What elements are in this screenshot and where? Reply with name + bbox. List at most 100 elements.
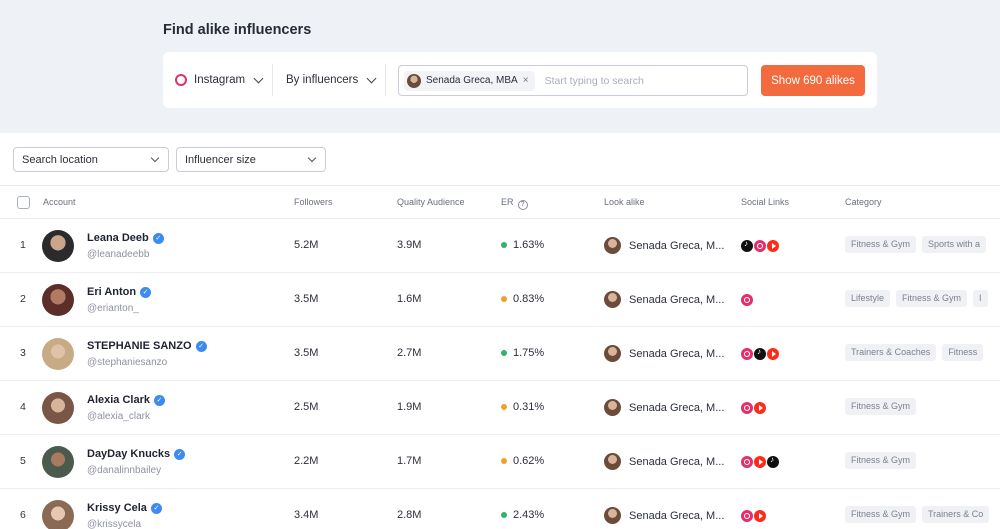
er-status-dot: [501, 458, 507, 464]
engagement-rate-value: 1.75%: [513, 347, 545, 359]
look-alike-cell: Senada Greca, M...: [604, 453, 724, 470]
influencer-handle: @leanadeebb: [87, 249, 150, 260]
row-rank: 4: [20, 401, 26, 413]
column-er-label: ER: [501, 197, 514, 207]
look-alike-name: Senada Greca, M...: [629, 293, 725, 306]
instagram-icon[interactable]: [741, 294, 753, 306]
row-rank: 2: [20, 293, 26, 305]
social-links: [741, 347, 780, 360]
search-mode-label: By influencers: [286, 74, 359, 86]
engagement-rate-value: 0.31%: [513, 401, 545, 413]
quality-audience-value: 3.9M: [397, 239, 422, 251]
avatar[interactable]: [42, 284, 74, 316]
column-category: Category: [845, 197, 882, 207]
avatar[interactable]: [42, 230, 74, 262]
look-alike-name: Senada Greca, M...: [629, 401, 725, 414]
youtube-icon[interactable]: [767, 240, 779, 252]
category-tags: Fitness & Gym: [845, 398, 922, 415]
quality-audience-value: 2.8M: [397, 509, 422, 521]
row-rank: 1: [20, 239, 26, 251]
influencer-name[interactable]: Eri Anton ✓: [87, 286, 152, 298]
search-input[interactable]: [544, 74, 735, 87]
avatar[interactable]: [42, 338, 74, 370]
table-row[interactable]: 1 Leana Deeb ✓ @leanadeebb 5.2M 3.9M 1.63…: [0, 219, 1000, 273]
search-card: Instagram By influencers Senada Greca, M…: [163, 52, 877, 108]
social-links: [741, 402, 767, 414]
category-tags: Fitness & Gym Sports with a: [845, 236, 992, 253]
instagram-icon[interactable]: [741, 348, 753, 360]
instagram-icon[interactable]: [754, 240, 766, 252]
er-status-dot: [501, 512, 507, 518]
column-er[interactable]: ER?: [501, 197, 528, 210]
engagement-rate: 1.63%: [501, 239, 544, 251]
influencer-name[interactable]: Leana Deeb ✓: [87, 232, 164, 244]
verified-icon: ✓: [140, 286, 152, 298]
avatar: [604, 291, 621, 308]
verified-icon: ✓: [150, 502, 162, 514]
avatar[interactable]: [42, 500, 74, 529]
divider: [272, 64, 273, 96]
social-links: [741, 294, 754, 306]
chevron-down-icon: [366, 73, 377, 83]
column-followers[interactable]: Followers: [294, 197, 333, 207]
instagram-icon[interactable]: [741, 456, 753, 468]
influencer-name[interactable]: DayDay Knucks ✓: [87, 448, 186, 460]
category-tag: Fitness: [942, 344, 984, 361]
table-row[interactable]: 3 STEPHANIE SANZO ✓ @stephaniesanzo 3.5M …: [0, 327, 1000, 381]
row-rank: 3: [20, 347, 26, 359]
influencer-name-text: STEPHANIE SANZO: [87, 340, 192, 352]
verified-icon: ✓: [195, 340, 207, 352]
followers-value: 3.5M: [294, 293, 319, 305]
column-account[interactable]: Account: [43, 197, 76, 207]
location-filter[interactable]: Search location: [13, 147, 169, 172]
youtube-icon[interactable]: [754, 402, 766, 414]
table-row[interactable]: 6 Krissy Cela ✓ @krissycela 3.4M 2.8M 2.4…: [0, 489, 1000, 529]
engagement-rate-value: 0.83%: [513, 293, 545, 305]
tiktok-icon[interactable]: [767, 455, 779, 468]
influencer-name[interactable]: Alexia Clark ✓: [87, 394, 165, 406]
influencer-size-filter[interactable]: Influencer size: [176, 147, 326, 172]
influencer-name[interactable]: STEPHANIE SANZO ✓: [87, 340, 207, 352]
avatar: [407, 73, 421, 88]
influencer-handle: @danalinnbailey: [87, 465, 162, 476]
er-status-dot: [501, 350, 507, 356]
select-all-checkbox[interactable]: [17, 196, 30, 209]
followers-value: 3.5M: [294, 347, 319, 359]
youtube-icon[interactable]: [767, 348, 779, 360]
influencer-handle: @erianton_: [87, 303, 139, 314]
category-tag: Fitness & Gym: [845, 236, 917, 253]
verified-icon: ✓: [174, 448, 186, 460]
quality-audience-value: 1.9M: [397, 401, 422, 413]
close-icon[interactable]: ×: [522, 75, 529, 86]
influencer-name[interactable]: Krissy Cela ✓: [87, 502, 162, 514]
category-tag: Trainers & Coaches: [845, 344, 937, 361]
avatar[interactable]: [42, 392, 74, 424]
category-tags: Trainers & Coaches Fitness: [845, 344, 989, 361]
chevron-down-icon: [307, 153, 317, 163]
instagram-icon[interactable]: [741, 402, 753, 414]
table-row[interactable]: 5 DayDay Knucks ✓ @danalinnbailey 2.2M 1.…: [0, 435, 1000, 489]
quality-audience-value: 2.7M: [397, 347, 422, 359]
influencer-name-text: Krissy Cela: [87, 502, 147, 514]
chevron-down-icon: [253, 73, 264, 83]
instagram-icon[interactable]: [741, 510, 753, 522]
row-rank: 5: [20, 455, 26, 467]
search-mode-dropdown[interactable]: By influencers: [286, 70, 377, 90]
influencer-name-text: Eri Anton: [87, 286, 137, 298]
help-icon[interactable]: ?: [517, 200, 528, 210]
youtube-icon[interactable]: [754, 510, 766, 522]
tiktok-icon[interactable]: [741, 239, 753, 252]
platform-dropdown[interactable]: Instagram: [175, 70, 264, 90]
category-tags: Fitness & Gym: [845, 452, 922, 469]
avatar[interactable]: [42, 446, 74, 478]
look-alike-name: Senada Greca, M...: [629, 509, 725, 522]
column-quality-audience[interactable]: Quality Audience: [397, 197, 465, 207]
followers-value: 2.5M: [294, 401, 319, 413]
show-alikes-button[interactable]: Show 690 alikes: [761, 65, 865, 96]
influencer-search-box[interactable]: Senada Greca, MBA ×: [398, 65, 748, 96]
avatar: [604, 399, 621, 416]
tiktok-icon[interactable]: [754, 347, 766, 360]
table-row[interactable]: 4 Alexia Clark ✓ @alexia_clark 2.5M 1.9M …: [0, 381, 1000, 435]
youtube-icon[interactable]: [754, 456, 766, 468]
table-row[interactable]: 2 Eri Anton ✓ @erianton_ 3.5M 1.6M 0.83% …: [0, 273, 1000, 327]
